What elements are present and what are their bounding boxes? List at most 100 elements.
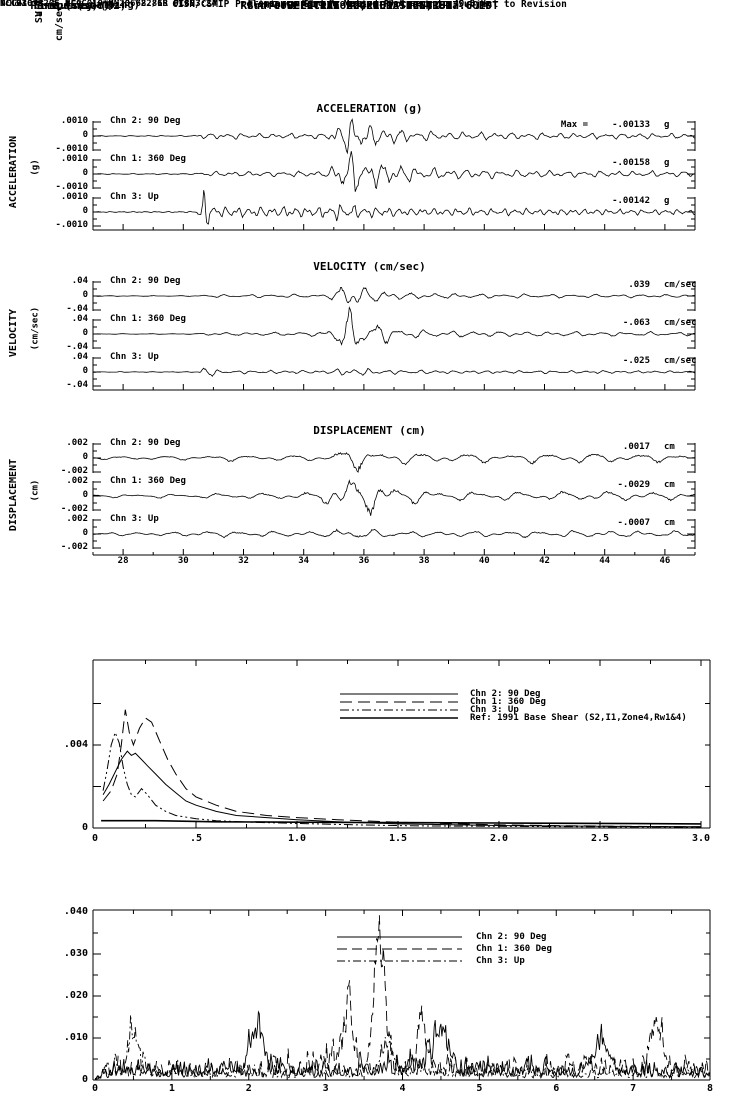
sa-xtick-label: 0 bbox=[91, 833, 99, 844]
waveform-trace bbox=[92, 528, 696, 539]
fourier-xtick-label: 8 bbox=[706, 1083, 714, 1094]
scale-label: .0010 bbox=[60, 154, 88, 164]
fourier-ytick-label: .030 bbox=[63, 948, 88, 959]
sa-xtick-label: 2.5 bbox=[590, 833, 610, 844]
legend-label: Chn 3: Up bbox=[476, 956, 525, 966]
channel-label: Chn 1: 360 Deg bbox=[110, 154, 186, 164]
waveform-trace bbox=[93, 452, 696, 473]
scale-label: .002 bbox=[66, 476, 88, 486]
fourier-xtick-label: 4 bbox=[399, 1083, 406, 1094]
scale-label: 0 bbox=[82, 168, 88, 178]
scale-label: .002 bbox=[66, 514, 88, 524]
max-value: -.0007 bbox=[617, 518, 650, 528]
waveform-trace bbox=[93, 286, 695, 304]
record-timestamp: Rcrd of Fri Jun 22, 2018 00:41:17.6 PDT bbox=[240, 0, 499, 12]
waveform-trace bbox=[93, 306, 695, 346]
max-value: .0017 bbox=[622, 442, 650, 452]
max-unit: cm bbox=[664, 518, 675, 528]
scale-label: 0 bbox=[82, 528, 88, 538]
scale-label: 0 bbox=[82, 290, 88, 300]
time-tick-label: 42 bbox=[539, 556, 550, 566]
scale-label: -.002 bbox=[60, 466, 88, 476]
scale-label: 0 bbox=[82, 490, 88, 500]
time-tick-label: 34 bbox=[298, 556, 310, 566]
channel-label: Chn 2: 90 Deg bbox=[110, 116, 181, 126]
scale-label: -.002 bbox=[60, 542, 88, 552]
panel-title: ACCELERATION (g) bbox=[316, 102, 423, 115]
sa-series-line bbox=[102, 709, 702, 828]
time-tick-label: 40 bbox=[478, 556, 490, 566]
fourier-title: VELOCITY FOURIER SPECTRUM bbox=[286, 0, 453, 12]
scale-label: .0010 bbox=[60, 192, 88, 202]
footer-station-id: NCC010-B S_L_C_ v**.20.68.86R PC89 bbox=[0, 0, 196, 9]
sa-xlabel: Period (sec) bbox=[30, 0, 110, 12]
sa-damping-note: (5% damping) bbox=[64, 0, 140, 11]
fourier-xtick-label: 3 bbox=[322, 1083, 329, 1094]
fourier-series-line bbox=[94, 1014, 711, 1080]
panel-title: DISPLACEMENT (cm) bbox=[313, 424, 426, 437]
station-title: Sunflower Ct Concord NCSN Sta C010 bbox=[246, 0, 493, 12]
max-value: -.00158 bbox=[612, 158, 650, 168]
sa-xtick-label: 1.0 bbox=[287, 833, 307, 844]
sa-xtick-label: 1.5 bbox=[388, 833, 408, 844]
scale-label: .04 bbox=[71, 314, 88, 324]
scale-label: 0 bbox=[82, 452, 88, 462]
panel-side-label: ACCELERATION bbox=[8, 135, 19, 209]
sa-series-line bbox=[101, 819, 702, 825]
legend-label: Ref: 1991 Base Shear (S2,I1,Zone4,Rw1&4) bbox=[470, 713, 687, 723]
channel-label: Chn 3: Up bbox=[110, 192, 159, 202]
fourier-ytick-label: .020 bbox=[63, 990, 88, 1001]
max-unit: g bbox=[664, 196, 670, 206]
fourier-ylabel-vf: V(f) bbox=[34, 0, 45, 18]
max-unit: cm bbox=[664, 480, 675, 490]
max-unit: cm bbox=[664, 442, 675, 452]
scale-label: .04 bbox=[71, 276, 88, 286]
channel-label: Chn 3: Up bbox=[110, 514, 159, 524]
max-value: -.025 bbox=[622, 356, 650, 366]
fourier-ytick-label: .040 bbox=[63, 906, 88, 917]
max-value: -.0029 bbox=[617, 480, 650, 490]
waveform-trace bbox=[93, 479, 696, 516]
max-unit: cm/sec bbox=[664, 280, 697, 290]
processing-note: CISN/CSMIP Preliminary Strong Motion Pro… bbox=[172, 0, 567, 10]
fourier-xtick-label: 1 bbox=[168, 1083, 175, 1094]
legend-label: Chn 3: Up bbox=[470, 705, 519, 715]
waveform-trace bbox=[93, 367, 696, 377]
max-unit: g bbox=[664, 120, 670, 130]
scale-label: 0 bbox=[82, 328, 88, 338]
scale-label: -.04 bbox=[66, 342, 88, 352]
panel-side-label: VELOCITY bbox=[8, 308, 19, 358]
time-tick-label: 28 bbox=[117, 556, 129, 566]
fourier-corner-label: fcHöw bbox=[0, 0, 25, 8]
scale-label: 0 bbox=[82, 206, 88, 216]
sa-series-line bbox=[102, 750, 702, 828]
fourier-ylabel-units: cm/sec - sec bbox=[54, 0, 65, 42]
scale-label: -.002 bbox=[60, 504, 88, 514]
sa-xtick-label: 3.0 bbox=[691, 833, 711, 844]
scale-label: 0 bbox=[82, 130, 88, 140]
time-tick-label: 46 bbox=[659, 556, 671, 566]
max-prefix: Max = bbox=[560, 120, 588, 130]
sa-series-line bbox=[102, 730, 702, 828]
max-value: -.00133 bbox=[612, 120, 650, 130]
fourier-xtick-label: 0 bbox=[91, 1083, 99, 1094]
legend-label: Chn 2: 90 Deg bbox=[470, 689, 541, 699]
fourier-ytick-label: 0 bbox=[81, 1074, 88, 1085]
scale-label: -.0010 bbox=[55, 220, 88, 230]
channel-label: Chn 3: Up bbox=[110, 352, 159, 362]
max-value: -.00142 bbox=[612, 196, 650, 206]
fourier-series-line bbox=[94, 915, 711, 1080]
channel-label: Chn 1: 360 Deg bbox=[110, 476, 186, 486]
channel-label: Chn 2: 90 Deg bbox=[110, 276, 181, 286]
time-tick-label: 30 bbox=[177, 556, 189, 566]
max-unit: cm/sec bbox=[664, 318, 697, 328]
waveform-trace bbox=[93, 118, 696, 155]
sa-ytick-label: .004 bbox=[63, 739, 88, 750]
time-tick-label: 38 bbox=[418, 556, 430, 566]
fourier-xtick-label: 2 bbox=[245, 1083, 252, 1094]
time-tick-label: 44 bbox=[599, 556, 611, 566]
panel-side-label: DISPLACEMENT bbox=[8, 458, 19, 532]
processing-band: Frequency Band Processed: 3.3 secs to 40… bbox=[247, 0, 492, 9]
footer-record-id: NC.73034206.NC.C010.HN 06/22/18 01:03:24 bbox=[0, 0, 217, 9]
max-value: .039 bbox=[628, 280, 650, 290]
